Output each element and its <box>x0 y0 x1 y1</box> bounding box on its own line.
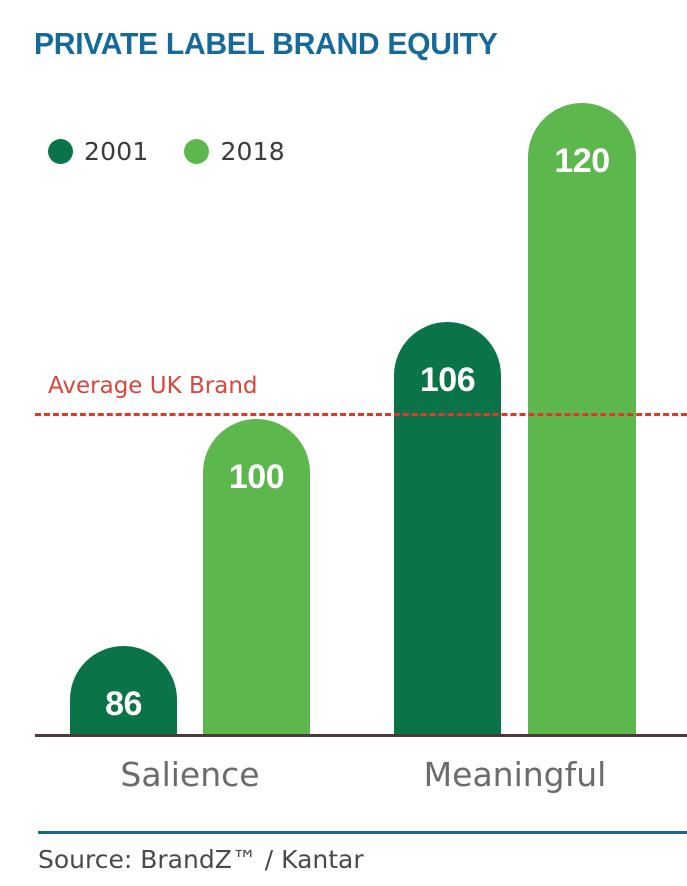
x-axis-label-salience: Salience <box>120 755 260 794</box>
legend-item-2001[interactable]: 2001 <box>48 137 148 166</box>
bar-value-label: 106 <box>419 361 476 399</box>
bar-fill <box>203 419 310 736</box>
bar-value-label: 86 <box>105 685 142 723</box>
average-line-label: Average UK Brand <box>48 373 258 399</box>
bar-meaningful-2018[interactable]: 120 <box>528 103 636 736</box>
page-title: PRIVATE LABEL BRAND EQUITY <box>34 26 498 61</box>
chart-legend: 2001 2018 <box>48 137 285 166</box>
bar-fill <box>70 646 177 736</box>
bar-meaningful-2001[interactable]: 106 <box>394 322 501 736</box>
bar-value-label: 100 <box>228 458 285 496</box>
legend-label-2018: 2018 <box>220 137 285 166</box>
average-reference-line <box>35 413 687 416</box>
footer-divider <box>38 831 687 834</box>
legend-item-2018[interactable]: 2018 <box>184 137 285 166</box>
circle-swatch-icon <box>48 139 73 164</box>
source-caption: Source: BrandZ™ / Kantar <box>38 845 364 874</box>
bar-fill <box>528 103 636 736</box>
circle-swatch-icon <box>184 139 210 164</box>
bar-fill <box>394 322 501 736</box>
x-axis-baseline <box>35 734 687 737</box>
legend-label-2001: 2001 <box>84 137 149 166</box>
bar-value-label: 120 <box>554 142 610 180</box>
bar-salience-2001[interactable]: 86 <box>70 646 177 736</box>
x-axis-label-meaningful: Meaningful <box>423 755 607 794</box>
bar-salience-2018[interactable]: 100 <box>203 419 310 736</box>
